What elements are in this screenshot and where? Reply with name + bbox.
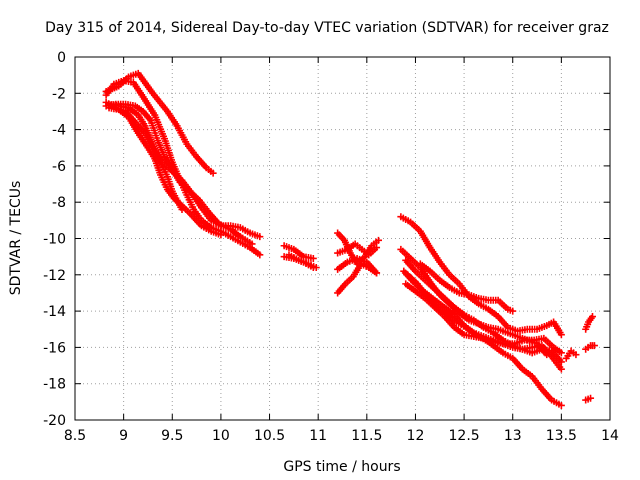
series-track-13: [334, 254, 381, 277]
series-track-22: [582, 313, 596, 333]
y-tick-label: 0: [57, 50, 66, 66]
x-tick-label: 10.5: [254, 428, 285, 444]
data-point: [209, 169, 217, 177]
data-point: [557, 358, 565, 366]
y-tick-label: -14: [43, 304, 66, 320]
y-axis-ticks: 0 -2 -4 -6 -8 -10 -12 -14 -16 -18 -20: [43, 50, 610, 429]
data-point: [588, 313, 596, 321]
x-tick-label: 10: [212, 428, 230, 444]
data-markers: [102, 69, 598, 409]
x-tick-label: 11: [309, 428, 327, 444]
data-point: [557, 365, 565, 373]
series-track-6: [105, 100, 186, 213]
y-tick-label: -20: [43, 413, 66, 429]
data-point: [557, 401, 565, 409]
y-tick-label: -16: [43, 340, 66, 356]
x-tick-label: 8.5: [64, 428, 86, 444]
x-tick-label: 9: [119, 428, 128, 444]
data-point: [373, 269, 381, 277]
series-track-12: [334, 260, 381, 297]
series-track-18: [404, 271, 565, 357]
chart-title: Day 315 of 2014, Sidereal Day-to-day VTE…: [45, 20, 609, 36]
series-track-23: [582, 342, 598, 353]
data-point: [543, 351, 551, 359]
y-tick-label: -8: [52, 195, 66, 211]
x-tick-label: 14: [601, 428, 619, 444]
series-track-11: [334, 240, 381, 259]
y-tick-label: -4: [52, 123, 66, 139]
x-tick-label: 11.5: [351, 428, 382, 444]
x-tick-label: 12: [407, 428, 425, 444]
data-point: [312, 264, 320, 272]
y-tick-label: -6: [52, 159, 66, 175]
data-point: [509, 307, 517, 315]
x-tick-label: 12.5: [449, 428, 480, 444]
y-tick-label: -18: [43, 377, 66, 393]
y-tick-label: -2: [52, 86, 66, 102]
data-point: [557, 331, 565, 339]
series-track-7: [280, 242, 317, 262]
series-track-19: [416, 260, 517, 315]
series-track-24: [582, 394, 595, 404]
data-point: [256, 233, 264, 241]
data-point: [217, 231, 225, 239]
series-track-21: [562, 347, 580, 362]
series-track-2: [102, 77, 264, 259]
data-point: [178, 205, 186, 213]
series-track-20: [397, 245, 551, 359]
series-track-1: [102, 69, 217, 177]
data-point: [309, 254, 317, 262]
data-point: [587, 394, 595, 402]
y-axis-label: SDTVAR / TECUs: [8, 181, 24, 296]
y-tick-label: -12: [43, 268, 66, 284]
data-point: [374, 236, 382, 244]
x-tick-label: 13: [504, 428, 522, 444]
data-point: [590, 342, 598, 350]
x-tick-label: 13.5: [546, 428, 577, 444]
data-point: [256, 251, 264, 259]
series-track-9: [285, 251, 320, 272]
data-point: [248, 240, 256, 248]
x-axis-ticks: 8.5 9 9.5 10 10.5 11 11.5 12 12.5 13 13.5 14: [64, 57, 619, 444]
x-axis-label: GPS time / hours: [283, 459, 400, 475]
y-tick-label: -10: [43, 232, 66, 248]
data-point: [572, 351, 580, 359]
data-point: [373, 244, 381, 252]
x-tick-label: 9.5: [161, 428, 183, 444]
data-point: [557, 349, 565, 357]
